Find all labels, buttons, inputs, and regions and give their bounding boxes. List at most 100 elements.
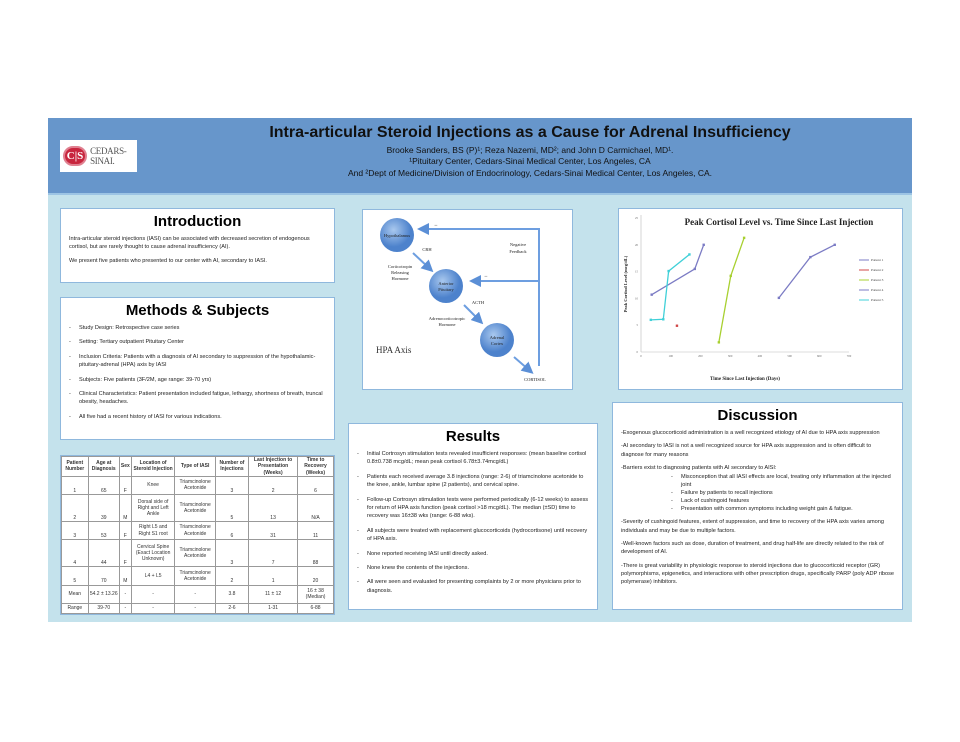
anterior-pituitary-node xyxy=(429,269,463,303)
table-cell: M xyxy=(118,494,132,523)
list-item: Lack of cushingoid features xyxy=(671,497,894,505)
methods-heading: Methods & Subjects xyxy=(125,302,270,319)
list-item: All subjects were treated with replaceme… xyxy=(357,527,589,544)
poster-header: C|S CEDARS-SINAI. Intra-articular Steroid… xyxy=(48,118,912,195)
x-tick-label: 700 xyxy=(847,354,852,358)
series-line xyxy=(778,244,836,299)
table-cell: 44 xyxy=(87,539,120,568)
x-tick-label: 500 xyxy=(787,354,792,358)
acth-full-label: Hormone xyxy=(439,322,456,327)
table-cell: - xyxy=(118,584,132,605)
table-cell: - xyxy=(174,584,216,605)
affiliation-2: And ²Dept of Medicine/Division of Endocr… xyxy=(347,168,713,178)
table-cell: 3 xyxy=(214,539,250,568)
data-point xyxy=(675,324,679,327)
data-point xyxy=(649,318,653,322)
series-line xyxy=(718,237,745,343)
table-cell: M xyxy=(118,566,132,586)
column-header: Location of Steroid Injection xyxy=(130,456,176,477)
crh-label: CRH xyxy=(422,247,432,252)
intro-paragraph: We present five patients who presented t… xyxy=(69,257,267,264)
crh-full-label: Releasing xyxy=(391,270,409,275)
data-point xyxy=(742,236,746,240)
table-cell: 6 xyxy=(297,475,334,496)
table-cell: 4 xyxy=(61,539,89,568)
list-item: None knew the contents of the injections… xyxy=(357,564,589,573)
affiliation-1: ¹Pituitary Center, Cedars-Sinai Medical … xyxy=(409,156,651,166)
list-item: Failure by patients to recall injections xyxy=(671,489,894,497)
data-point xyxy=(667,269,670,273)
logo-mark: C|S xyxy=(63,146,88,166)
crh-full-label: Corticotropin xyxy=(388,264,413,269)
table-cell: Triamcinolone Acetonide xyxy=(174,539,216,568)
table-cell: 54.2 ± 13.26 xyxy=(87,584,120,605)
cortisol-chart-panel: 0 5 10 15 20 25 0 100 200 300 400 500 600 700 Peak Cor… xyxy=(618,208,903,390)
list-item: Patients each received average 3.8 injec… xyxy=(357,473,589,490)
list-item: Subjects: Five patients (3F/2M, age rang… xyxy=(69,376,326,385)
table-cell: - xyxy=(174,603,216,614)
list-item: Clinical Characteristics: Patient presen… xyxy=(69,390,326,407)
table-cell: Mean xyxy=(61,584,89,605)
results-heading: Results xyxy=(445,428,501,445)
table-cell: Triamcinolone Acetonide xyxy=(174,475,216,496)
table-cell: Dorsal side of Right and Left Ankle xyxy=(130,494,176,523)
table-cell: 39 xyxy=(87,494,120,523)
x-tick-label: 100 xyxy=(668,354,673,358)
list-item: Study Design: Retrospective case series xyxy=(69,324,326,333)
patient-table-panel: Patient Number Age at Diagnosis Sex Locatio… xyxy=(60,455,335,615)
list-item: Follow-up Cortrosyn stimulation tests we… xyxy=(357,496,589,521)
data-point xyxy=(717,341,721,344)
intro-paragraph: Intra-articular steroid injections (IASI… xyxy=(69,236,310,251)
y-tick-label: 15 xyxy=(635,270,639,274)
patient-table: Patient Number Age at Diagnosis Sex Locatio… xyxy=(61,456,334,614)
list-item: Inclusion Criteria: Patients with a diag… xyxy=(69,353,326,370)
discussion-paragraph: -AI secondary to IASI is not a well reco… xyxy=(621,443,872,458)
table-cell: 39-70 xyxy=(87,603,120,614)
table-cell: N/A xyxy=(297,494,334,523)
minus-sign: − xyxy=(434,223,438,229)
table-cell: 11 xyxy=(297,521,334,541)
feedback-label: Feedback xyxy=(509,249,527,254)
table-cell: L4 + L5 xyxy=(130,566,176,586)
legend-label: Patient 5 xyxy=(871,298,884,302)
list-item: Misconception that all IASI effects are … xyxy=(671,473,894,489)
hpa-axis-diagram: Hypothalamus Anterior Pituitary Adrenal Co… xyxy=(362,209,573,390)
cortisol-label: CORTISOL xyxy=(524,377,546,382)
discussion-panel: Discussion -Exogenous glucocorticoid adm… xyxy=(612,402,903,610)
acth-label: ACTH xyxy=(472,300,485,305)
authors: Brooke Sanders, BS (P)¹; Reza Nazemi, MD… xyxy=(386,145,674,155)
table-cell: 3.8 xyxy=(214,584,250,605)
table-cell: 31 xyxy=(248,521,299,541)
data-point xyxy=(693,267,696,271)
methods-panel: Methods & Subjects Study Design: Retrosp… xyxy=(60,297,335,440)
logo-text: CEDARS-SINAI. xyxy=(90,146,127,166)
table-cell: 1 xyxy=(248,566,299,586)
table-cell: 70 xyxy=(87,566,120,586)
legend-label: Patient 2 xyxy=(871,268,884,272)
adrenal-label: Cortex xyxy=(491,341,504,346)
list-item: All five had a recent history of IASI fo… xyxy=(69,413,326,422)
data-point xyxy=(777,296,781,300)
table-cell: F xyxy=(118,539,132,568)
list-item: Setting: Tertiary outpatient Pituitary C… xyxy=(69,338,326,347)
data-point xyxy=(702,243,705,246)
list-item: All were seen and evaluated for presenti… xyxy=(357,578,589,595)
legend-label: Patient 1 xyxy=(871,258,884,262)
data-point xyxy=(729,274,732,278)
table-cell: 3 xyxy=(214,475,250,496)
table-cell: Cervical Spine (Exact Location Unknown) xyxy=(130,539,176,568)
table-cell: 16 ± 38 (Median) xyxy=(297,584,334,605)
y-tick-label: 0 xyxy=(637,350,639,354)
table-cell: Triamcinolone Acetonide xyxy=(174,566,216,586)
column-header: Time to Recovery (Weeks) xyxy=(297,456,334,477)
table-cell: - xyxy=(130,584,176,605)
pituitary-label: Pituitary xyxy=(438,287,454,292)
hypothalamus-node xyxy=(380,218,414,252)
table-cell: Range xyxy=(61,603,89,614)
column-header: Age at Diagnosis xyxy=(87,456,120,477)
crh-full-label: Hormone xyxy=(392,276,409,281)
legend-label: Patient 4 xyxy=(871,288,884,292)
x-tick-label: 0 xyxy=(640,354,642,358)
table-cell: F xyxy=(118,475,132,496)
table-row: Mean 54.2 ± 13.26- - -3.8 11 ± 12 16 ± 38 (Me… xyxy=(61,584,334,605)
